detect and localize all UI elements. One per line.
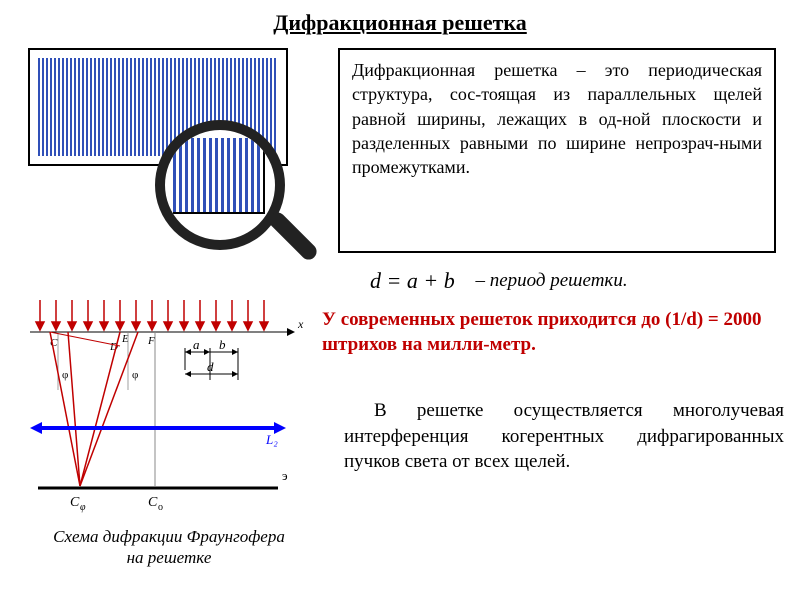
incoming-arrows: [36, 300, 268, 330]
definition-box: Дифракционная решетка – это периодическа…: [338, 48, 776, 253]
definition-text: Дифракционная решетка – это периодическа…: [352, 60, 762, 177]
label-d: d: [207, 359, 214, 374]
diagram-caption: Схема дифракции Фраунгофера на решетке: [44, 526, 294, 569]
label-Cphi: C: [70, 495, 80, 510]
magnified-border-h: [173, 212, 263, 214]
label-phi2: φ: [132, 369, 138, 381]
period-formula: d = a + b: [370, 268, 455, 294]
formula-row: d = a + b – период решетки.: [370, 268, 780, 294]
formula-label: – период решетки.: [475, 270, 627, 292]
magnifier: [155, 120, 325, 290]
magnifier-lens: [155, 120, 285, 250]
label-screen: э: [282, 468, 288, 483]
magnifier-handle: [266, 209, 320, 263]
label-Co-sub: o: [158, 502, 163, 513]
label-Co: C: [148, 495, 158, 510]
label-b: b: [219, 337, 226, 352]
magnified-pattern: [173, 138, 263, 212]
magnified-border-v: [263, 138, 265, 214]
label-x: x: [297, 317, 304, 331]
page-title: Дифракционная решетка: [273, 10, 527, 36]
label-phi1: φ: [62, 369, 68, 381]
label-L2: L₂: [265, 432, 278, 447]
label-F: F: [147, 335, 155, 347]
label-a: a: [193, 337, 200, 352]
diffraction-diagram: x a b d C D E F φ φ: [20, 300, 310, 560]
black-paragraph: В решетке осуществляется многолучевая ин…: [344, 398, 784, 475]
red-paragraph: У современных решеток приходится до (1/d…: [322, 308, 782, 357]
label-Cphi-sub: φ: [80, 502, 86, 513]
